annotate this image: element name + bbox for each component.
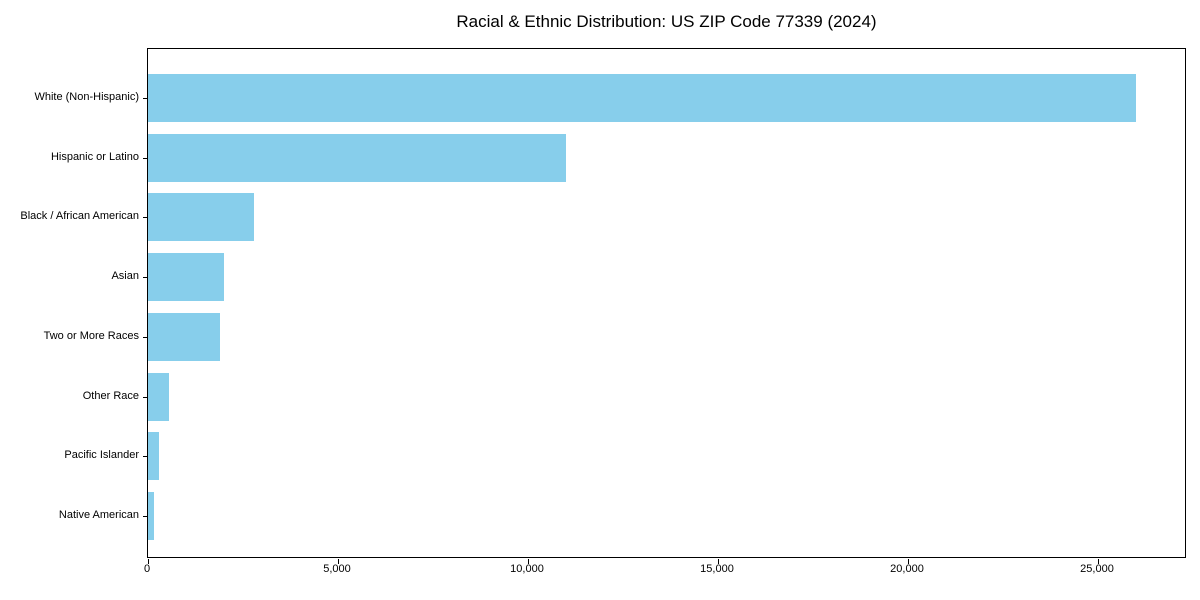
y-tick-mark	[143, 98, 148, 99]
x-tick-mark	[528, 559, 529, 564]
x-tick-label: 15,000	[700, 563, 734, 575]
y-tick-label: Two or More Races	[43, 329, 139, 342]
y-tick-label: Native American	[58, 508, 139, 521]
x-tick-mark	[338, 559, 339, 564]
chart-title: Racial & Ethnic Distribution: US ZIP Cod…	[456, 12, 877, 31]
bar-pacific-islander	[148, 432, 160, 481]
y-tick-mark	[143, 456, 148, 458]
bar-white-non-hispanic	[148, 74, 1136, 122]
y-tick-mark	[143, 396, 148, 398]
y-tick-label: White (Non-Hispanic)	[34, 91, 139, 103]
x-tick-label: 10,000	[510, 563, 544, 575]
x-tick-mark	[1098, 559, 1099, 564]
x-tick-label: 5,000	[323, 563, 351, 575]
plot-area	[143, 48, 1186, 564]
y-tick-label: Other Race	[82, 389, 139, 402]
y-tick-mark	[143, 277, 148, 279]
y-tick-mark	[143, 336, 148, 338]
bar-asian	[148, 253, 224, 302]
y-tick-mark	[143, 157, 148, 159]
y-tick-label: Hispanic or Latino	[50, 150, 139, 163]
bar-hispanic-or-latino	[148, 133, 566, 182]
x-tick-mark	[148, 559, 149, 564]
bar-two-or-more-races	[148, 312, 221, 361]
x-tick-label: 0	[143, 563, 151, 575]
bar-black-african-american	[148, 193, 255, 242]
y-tick-mark	[143, 217, 148, 219]
x-tick-mark	[908, 559, 909, 564]
y-tick-mark	[143, 515, 148, 517]
x-tick-mark	[718, 559, 719, 564]
y-tick-label: Pacific Islander	[64, 449, 139, 462]
y-tick-label: Asian	[111, 270, 139, 283]
x-tick-label: 25,000	[1080, 563, 1114, 575]
bar-other-race	[148, 372, 169, 421]
y-tick-label: Black / African American	[20, 210, 139, 223]
bar-native-american	[148, 491, 154, 540]
x-tick-label: 20,000	[890, 563, 924, 575]
